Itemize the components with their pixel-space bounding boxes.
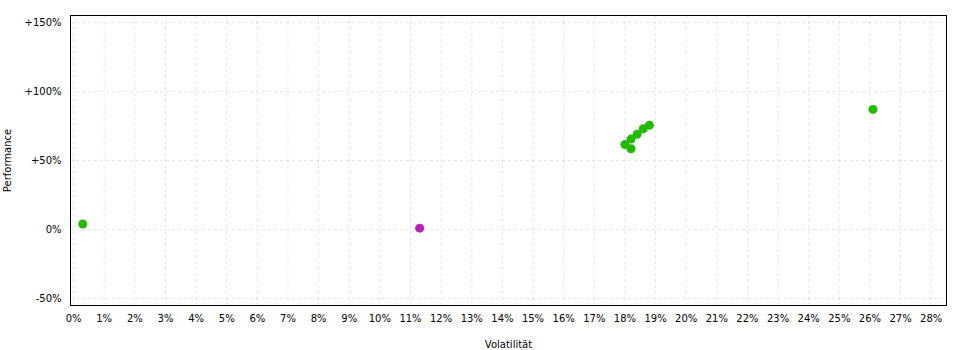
- svg-text:8%: 8%: [311, 313, 327, 324]
- svg-text:19%: 19%: [644, 313, 666, 324]
- svg-text:27%: 27%: [889, 313, 911, 324]
- svg-text:17%: 17%: [583, 313, 605, 324]
- svg-text:16%: 16%: [553, 313, 575, 324]
- svg-text:11%: 11%: [399, 313, 421, 324]
- svg-text:+100%: +100%: [25, 86, 62, 97]
- svg-text:Volatilität: Volatilität: [485, 339, 532, 350]
- svg-text:14%: 14%: [491, 313, 513, 324]
- svg-text:13%: 13%: [461, 313, 483, 324]
- svg-text:0%: 0%: [66, 313, 82, 324]
- svg-text:26%: 26%: [859, 313, 881, 324]
- svg-text:-50%: -50%: [36, 293, 62, 304]
- svg-text:15%: 15%: [522, 313, 544, 324]
- svg-text:18%: 18%: [614, 313, 636, 324]
- svg-text:9%: 9%: [341, 313, 357, 324]
- svg-text:12%: 12%: [430, 313, 452, 324]
- svg-text:21%: 21%: [706, 313, 728, 324]
- svg-text:3%: 3%: [158, 313, 174, 324]
- svg-text:10%: 10%: [369, 313, 391, 324]
- svg-text:0%: 0%: [46, 224, 62, 235]
- svg-text:20%: 20%: [675, 313, 697, 324]
- svg-text:6%: 6%: [249, 313, 265, 324]
- svg-text:5%: 5%: [219, 313, 235, 324]
- svg-text:28%: 28%: [920, 313, 942, 324]
- svg-text:+150%: +150%: [25, 17, 62, 28]
- svg-text:24%: 24%: [798, 313, 820, 324]
- svg-text:25%: 25%: [828, 313, 850, 324]
- svg-text:2%: 2%: [127, 313, 143, 324]
- svg-text:4%: 4%: [188, 313, 204, 324]
- svg-text:1%: 1%: [96, 313, 112, 324]
- svg-text:7%: 7%: [280, 313, 296, 324]
- svg-text:22%: 22%: [736, 313, 758, 324]
- svg-text:23%: 23%: [767, 313, 789, 324]
- svg-text:+50%: +50%: [31, 155, 62, 166]
- svg-text:Performance: Performance: [2, 129, 13, 192]
